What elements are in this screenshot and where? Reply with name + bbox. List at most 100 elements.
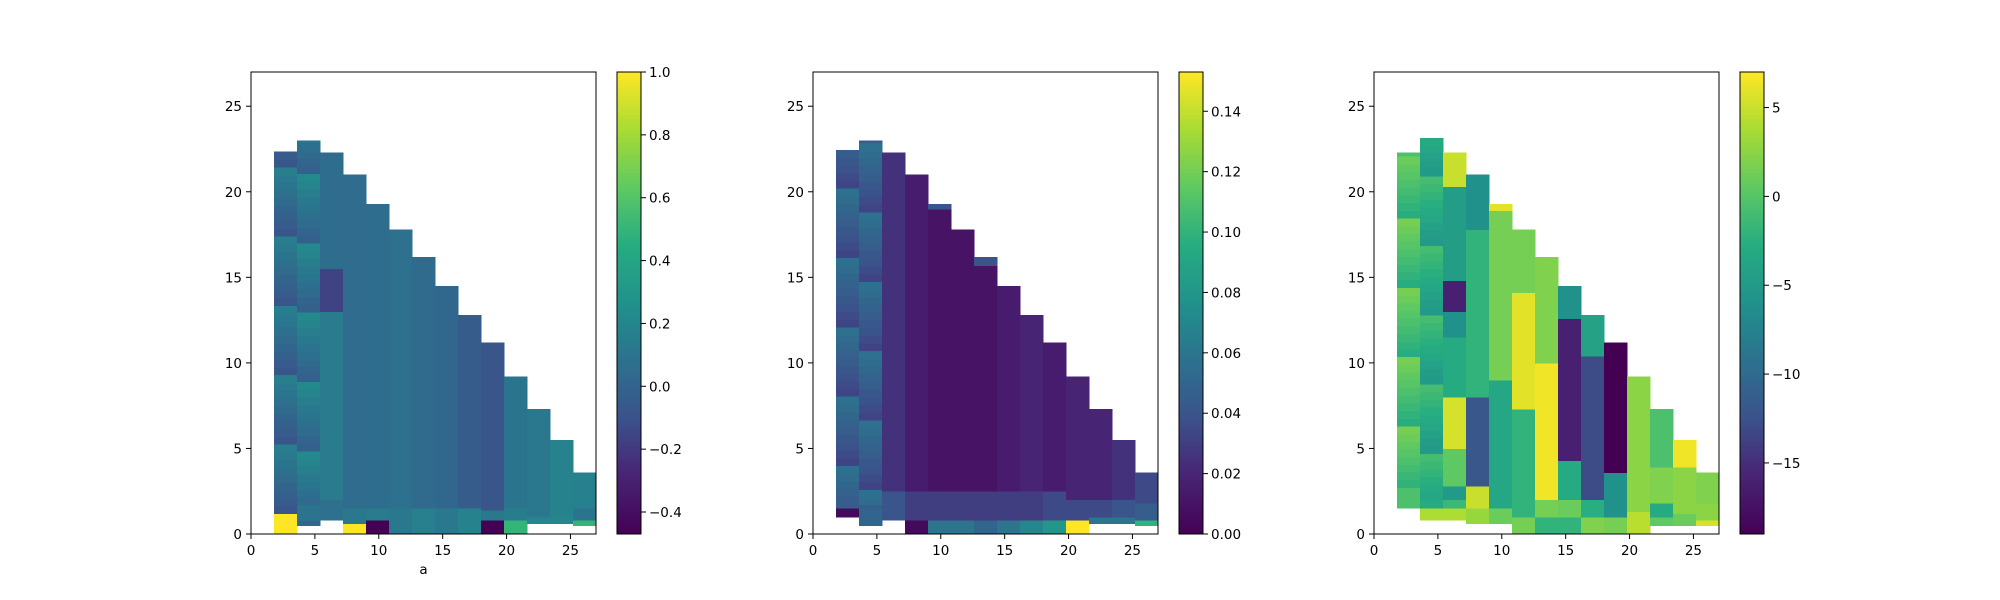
colorbar-segment bbox=[1179, 133, 1203, 139]
colorbar-segment bbox=[1179, 279, 1203, 285]
colorbar-segment bbox=[1740, 222, 1764, 227]
stripe-c1-9 bbox=[1420, 422, 1444, 431]
stripe-c1-17 bbox=[1420, 361, 1444, 370]
colorbar-segment bbox=[617, 118, 641, 123]
colorbar-segment bbox=[1740, 125, 1764, 131]
colorbar-segment bbox=[617, 387, 641, 393]
cell-c6-b2 bbox=[1535, 362, 1559, 501]
colorbar-segment bbox=[1740, 83, 1764, 88]
colorbar-segment bbox=[1740, 306, 1764, 312]
y-tick-label: 15 bbox=[1348, 270, 1365, 286]
cell-c13-b2 bbox=[573, 472, 597, 509]
colorbar-segment bbox=[617, 468, 641, 473]
colorbar-segment bbox=[617, 187, 641, 192]
colorbar-segment bbox=[1179, 72, 1203, 77]
cell-c3-b0 bbox=[1466, 508, 1490, 525]
stripe-c1-13 bbox=[859, 397, 883, 406]
cell-c1-b0 bbox=[1420, 508, 1444, 521]
stripe-c0-13 bbox=[274, 405, 298, 414]
x-axis-label: a bbox=[419, 562, 427, 578]
colorbar-segment bbox=[617, 487, 641, 493]
colorbar-segment bbox=[1740, 518, 1764, 524]
colorbar-segment bbox=[1740, 106, 1764, 112]
colorbar-segment bbox=[1740, 522, 1764, 527]
cell-c12-b2 bbox=[1112, 439, 1136, 501]
stripe-c1-41 bbox=[297, 181, 321, 190]
stripe-c1-28 bbox=[297, 281, 321, 290]
colorbar-segment bbox=[617, 206, 641, 212]
stripe-c0-33 bbox=[1397, 226, 1421, 234]
colorbar-segment bbox=[1740, 183, 1764, 189]
colorbar-segment bbox=[1179, 406, 1203, 412]
stripe-c0-6 bbox=[836, 442, 860, 451]
colorbar-segment bbox=[1179, 426, 1203, 431]
colorbar-segment bbox=[1179, 437, 1203, 443]
colorbar-tick-label: 0.8 bbox=[649, 128, 670, 144]
colorbar-segment bbox=[617, 356, 641, 362]
colorbar: 0.00 0.02 0.04 0.06 0.08 0.10 0.12 0.14 bbox=[1178, 71, 1241, 543]
stripe-c0-35 bbox=[274, 236, 298, 245]
cell-c13-b1 bbox=[1696, 503, 1720, 521]
colorbar-segment bbox=[1179, 172, 1203, 177]
colorbar-segment bbox=[617, 233, 641, 239]
colorbar-segment bbox=[1740, 376, 1764, 381]
colorbar-segment bbox=[1740, 249, 1764, 254]
colorbar-segment bbox=[1179, 345, 1203, 350]
stripe-c1-13 bbox=[1420, 391, 1444, 400]
stripe-c0-32 bbox=[274, 259, 298, 268]
stripe-c1-33 bbox=[297, 243, 321, 252]
stripe-c0-24 bbox=[1397, 295, 1421, 304]
cell-c10-b1 bbox=[504, 508, 528, 521]
cell-c8-b2 bbox=[1020, 314, 1044, 492]
colorbar-segment bbox=[617, 480, 641, 485]
colorbar-segment bbox=[1179, 318, 1203, 323]
cell-c2-b9 bbox=[1443, 152, 1467, 188]
colorbar-segment bbox=[1179, 503, 1203, 508]
cell-c8-b1 bbox=[1581, 499, 1605, 518]
stripe-c0-32 bbox=[836, 242, 860, 251]
colorbar-segment bbox=[617, 214, 641, 219]
colorbar-segment bbox=[1179, 214, 1203, 219]
colorbar-segment bbox=[1179, 526, 1203, 531]
colorbar-segment bbox=[1740, 487, 1764, 493]
x-tick-label: 5 bbox=[873, 543, 882, 559]
x-tick-label: 20 bbox=[1621, 543, 1638, 559]
colorbar-segment bbox=[1179, 195, 1203, 200]
stripe-c1-36 bbox=[859, 220, 883, 229]
colorbar-segment bbox=[617, 518, 641, 524]
colorbar-segment bbox=[1740, 326, 1764, 331]
stripe-c0-41 bbox=[1397, 164, 1421, 173]
colorbar-segment bbox=[617, 472, 641, 477]
stripe-c1-35 bbox=[1420, 222, 1444, 231]
colorbar-segment bbox=[1179, 199, 1203, 204]
stripe-c0-22 bbox=[1397, 310, 1421, 319]
stripe-c1-6 bbox=[1420, 445, 1444, 454]
stripe-c0-33 bbox=[836, 234, 860, 243]
cell-c5-b2 bbox=[951, 229, 975, 492]
colorbar-segment bbox=[1740, 395, 1764, 400]
cell-c4-b1 bbox=[1489, 380, 1513, 509]
stripe-c1-29 bbox=[1420, 268, 1444, 277]
colorbar-frame bbox=[1178, 71, 1204, 535]
colorbar-segment bbox=[617, 241, 641, 246]
colorbar-segment bbox=[1179, 283, 1203, 289]
stripe-c0-42 bbox=[1397, 156, 1421, 165]
stripe-c1-32 bbox=[1420, 245, 1444, 254]
cell-c10-b0 bbox=[1066, 520, 1090, 535]
colorbar-tick-label: 0.6 bbox=[649, 191, 670, 207]
stripe-c1-25 bbox=[859, 304, 883, 313]
stripe-c1-24 bbox=[859, 312, 883, 321]
stripe-c0-34 bbox=[836, 226, 860, 235]
colorbar-segment bbox=[617, 237, 641, 242]
y-tick-label: 10 bbox=[787, 356, 804, 372]
colorbar-segment bbox=[617, 360, 641, 366]
cell-c4-b0 bbox=[366, 520, 390, 535]
colorbar-segment bbox=[617, 79, 641, 85]
colorbar-segment bbox=[617, 87, 641, 92]
colorbar-segment bbox=[1179, 518, 1203, 524]
cell-c6-b0 bbox=[974, 520, 998, 535]
cell-c12-b1 bbox=[1673, 467, 1697, 514]
colorbar-segment bbox=[1179, 256, 1203, 262]
y-tick-label: 25 bbox=[225, 99, 242, 115]
cell-c2-b6 bbox=[1443, 311, 1467, 338]
